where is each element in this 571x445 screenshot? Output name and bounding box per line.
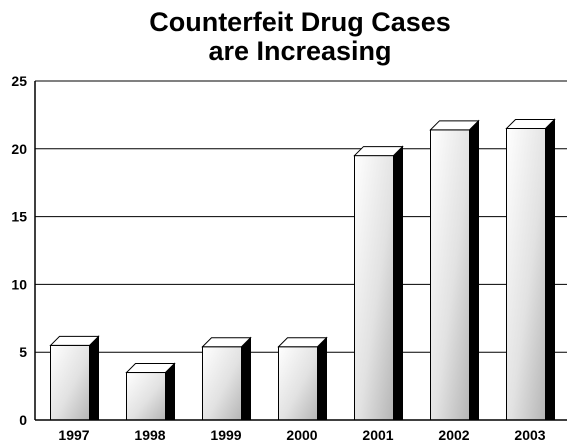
bar-top (429, 120, 480, 131)
y-tick-label: 20 (11, 141, 27, 157)
bar-side (317, 336, 327, 421)
bar-top (277, 337, 328, 348)
bar-top (353, 146, 404, 157)
bar-1997 (49, 335, 100, 421)
y-tick-label: 10 (11, 276, 27, 292)
bar-2002 (429, 119, 480, 421)
bar-side (89, 335, 99, 421)
x-tick-label: 2001 (362, 427, 393, 443)
bar-face (430, 129, 470, 421)
bar-side (545, 118, 555, 421)
bar-side (165, 362, 175, 421)
bar-face (354, 155, 394, 421)
y-tick-label: 5 (19, 344, 27, 360)
bar-1998 (125, 362, 176, 421)
bar-top (505, 118, 556, 129)
bar-2000 (277, 336, 328, 421)
chart-title-line-1: Counterfeit Drug Cases (149, 7, 451, 37)
bar-face (50, 344, 90, 421)
x-tick-label: 2003 (514, 427, 545, 443)
bar-2001 (353, 145, 404, 421)
x-tick-label: 2002 (438, 427, 469, 443)
bar-top (201, 337, 252, 348)
y-tick-labels: 0 5 10 15 20 25 (11, 73, 27, 428)
chart-title-line-2: are Increasing (208, 36, 391, 66)
grid-lines (35, 80, 567, 353)
bar-face (506, 127, 546, 421)
bar-side (241, 336, 251, 421)
bar-top (49, 335, 100, 346)
bar-side (393, 145, 403, 421)
bars (49, 118, 556, 421)
x-tick-label: 1999 (210, 427, 241, 443)
bar-1999 (201, 336, 252, 421)
x-tick-label: 1998 (134, 427, 165, 443)
x-tick-label: 2000 (286, 427, 317, 443)
bar-2003 (505, 118, 556, 421)
x-tick-label: 1997 (58, 427, 89, 443)
y-tick-label: 25 (11, 73, 27, 89)
x-tick-labels: 1997 1998 1999 2000 2001 2002 2003 (58, 427, 545, 443)
bar-face (278, 346, 318, 421)
bar-top (125, 363, 176, 374)
bar-side (469, 119, 479, 421)
y-tick-label: 15 (11, 209, 27, 225)
bar-face (126, 372, 166, 421)
axes (34, 81, 567, 421)
y-tick-label: 0 (19, 412, 27, 428)
bar-face (202, 346, 242, 421)
